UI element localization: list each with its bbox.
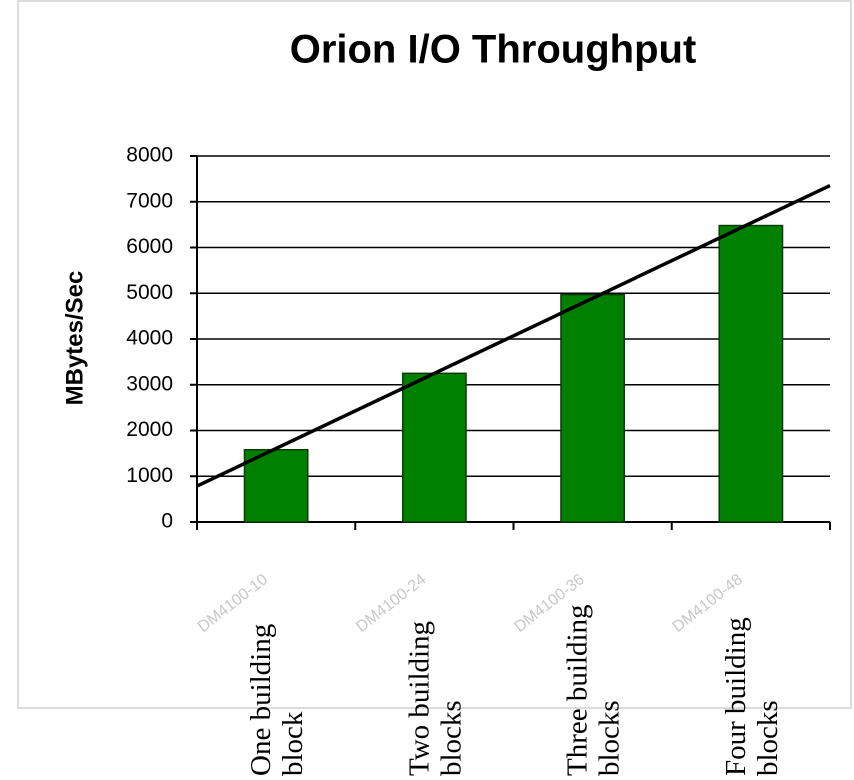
x-tick-label-line: blocks <box>435 700 467 776</box>
x-tick-label-line: Four building <box>720 617 752 776</box>
x-tick-label-line: block <box>277 711 309 776</box>
x-tick-label-line: blocks <box>594 700 626 776</box>
y-tick-label: 3000 <box>126 372 173 395</box>
x-tick-label: Four buildingblocks <box>720 617 784 776</box>
y-tick-label: 2000 <box>126 418 173 441</box>
x-tick-label-line: blocks <box>752 700 784 776</box>
bar <box>718 224 784 523</box>
y-tick-label: 0 <box>161 510 173 533</box>
y-tick-label: 6000 <box>126 235 173 258</box>
x-tick-label: Two buildingblocks <box>403 621 467 776</box>
y-tick-label: 7000 <box>126 189 173 212</box>
x-tick-label-line: One building <box>245 624 277 776</box>
y-tick-label: 8000 <box>126 144 173 167</box>
x-tick-label: Three buildingblocks <box>562 604 626 776</box>
x-tick-label-line: Three building <box>562 604 594 776</box>
bar <box>560 293 626 523</box>
bar <box>401 372 467 523</box>
x-tick-label: One buildingblock <box>245 624 309 776</box>
y-tick-label: 5000 <box>126 281 173 304</box>
chart-title: Orion I/O Throughput <box>290 28 697 72</box>
y-tick-label: 4000 <box>126 327 173 350</box>
bar <box>243 448 309 523</box>
x-tick-label-line: Two building <box>403 621 435 776</box>
y-tick-label: 1000 <box>126 464 173 487</box>
chart-frame <box>17 0 852 709</box>
y-axis-label: MBytes/Sec <box>61 271 88 406</box>
trend-line <box>196 183 831 488</box>
